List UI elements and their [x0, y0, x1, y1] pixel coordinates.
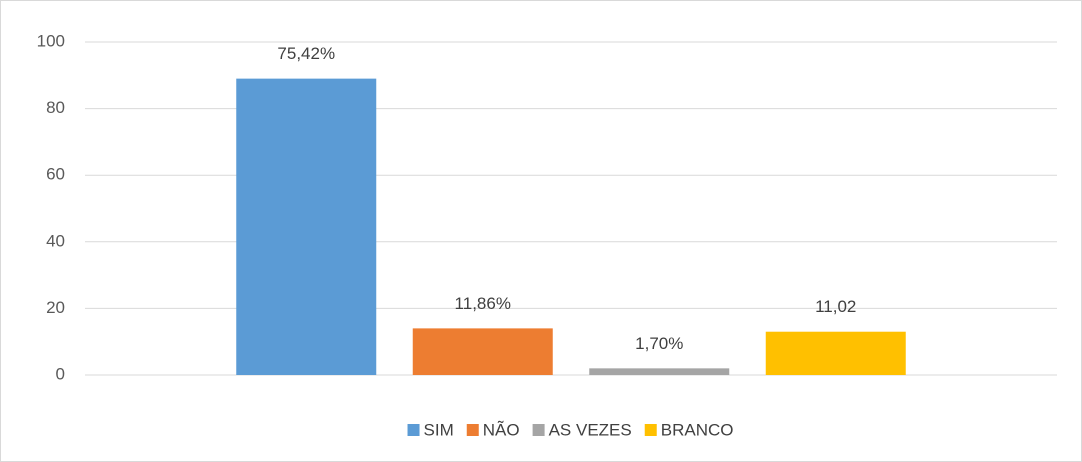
y-tick-label: 40: [46, 231, 65, 250]
data-label: 1,70%: [635, 334, 683, 353]
legend-swatch: [407, 424, 420, 436]
legend-label: BRANCO: [661, 420, 734, 439]
legend-label: SIM: [424, 420, 454, 439]
data-label: 75,42%: [277, 44, 335, 63]
data-label: 11,02: [815, 297, 856, 316]
bar: [236, 78, 377, 375]
data-label: 11,86%: [455, 294, 511, 313]
y-tick-label: 80: [46, 98, 65, 117]
legend-label: AS VEZES: [549, 420, 632, 439]
legend-swatch: [644, 424, 657, 436]
bar: [412, 328, 553, 375]
bar: [765, 331, 906, 375]
legend-swatch: [466, 424, 479, 436]
legend-label: NÃO: [483, 420, 520, 439]
bar: [589, 368, 730, 375]
legend-swatch: [532, 424, 545, 436]
y-tick-label: 60: [46, 165, 65, 184]
y-tick-label: 100: [37, 31, 65, 50]
y-tick-label: 0: [56, 364, 65, 383]
y-tick-label: 20: [46, 298, 65, 317]
